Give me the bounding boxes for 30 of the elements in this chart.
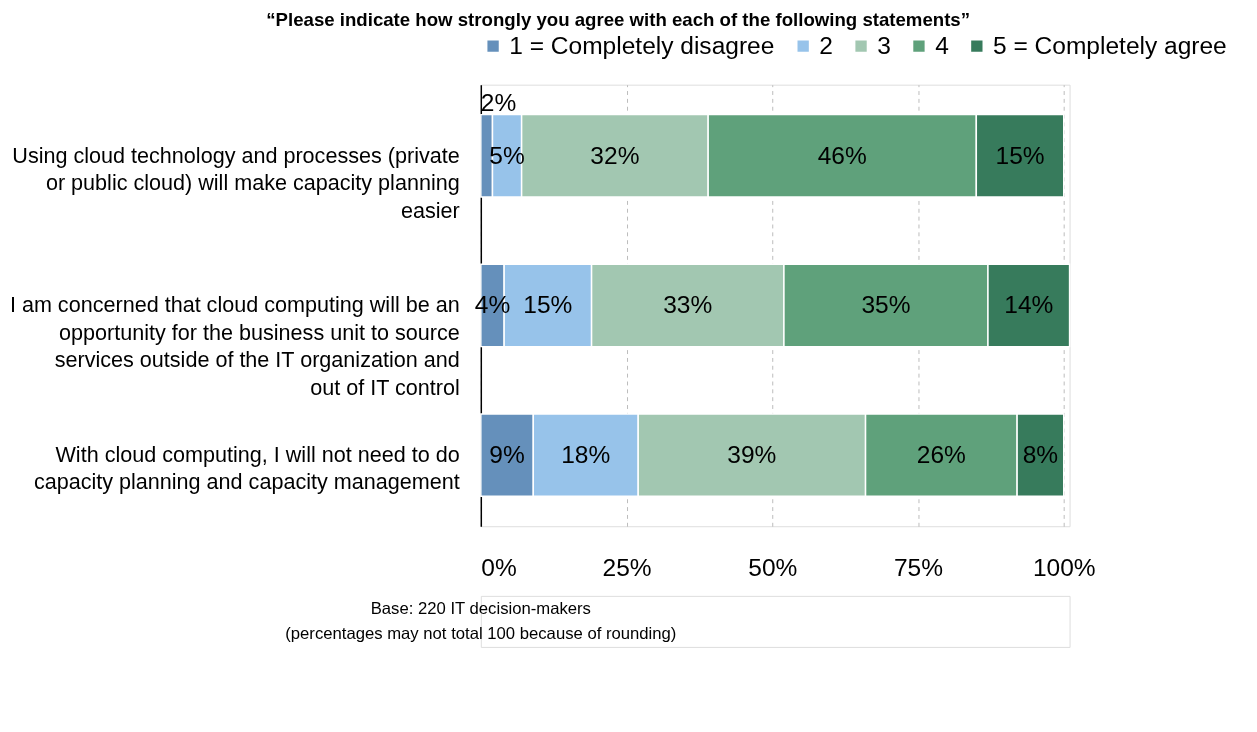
text: (percentages may not total 100 because of rounding) <box>285 624 677 644</box>
data-label: 9% <box>489 440 525 468</box>
legend-label: 3 <box>877 32 891 60</box>
y-tick-label: I am concerned that cloud computing will be an opportunity for the business unit to source services outside of the IT organization and out of IT control <box>9 292 460 400</box>
legend-label: 4 <box>935 32 949 60</box>
data-label: 14% <box>1004 291 1054 319</box>
x-tick-label: 75% <box>893 553 944 581</box>
data-label: 39% <box>727 440 777 468</box>
y-tick-label: With cloud computing, I will not need to do capacity planning and capacity management <box>33 442 460 495</box>
data-label: 18% <box>561 440 611 468</box>
legend-label: 2 <box>819 32 833 60</box>
chart-title: “Please indicate how strongly you agree with each of the following statements” <box>266 8 971 30</box>
legend-label: 5 = Completely agree <box>993 32 1227 60</box>
y-tick-label: Using cloud technology and processes (private or public cloud) will make capacity planning easier <box>12 142 460 223</box>
data-label: 5% <box>489 141 525 169</box>
text: Base: 220 IT decision-makers <box>370 598 591 618</box>
data-label: 15% <box>995 141 1045 169</box>
legend-label: 1 = Completely disagree <box>509 32 775 60</box>
data-label: 8% <box>1022 440 1059 468</box>
data-label: 46% <box>817 141 867 169</box>
x-tick-label: 100% <box>1032 553 1096 581</box>
data-label: 26% <box>916 440 966 468</box>
data-label: 33% <box>663 291 713 319</box>
data-label: 35% <box>861 291 911 319</box>
data-label: 32% <box>590 141 640 169</box>
x-tick-label: 25% <box>602 553 652 581</box>
data-label: 15% <box>523 291 573 319</box>
x-tick-label: 50% <box>748 553 798 581</box>
data-label: 2% <box>480 88 517 116</box>
x-tick-label: 0% <box>481 553 517 581</box>
